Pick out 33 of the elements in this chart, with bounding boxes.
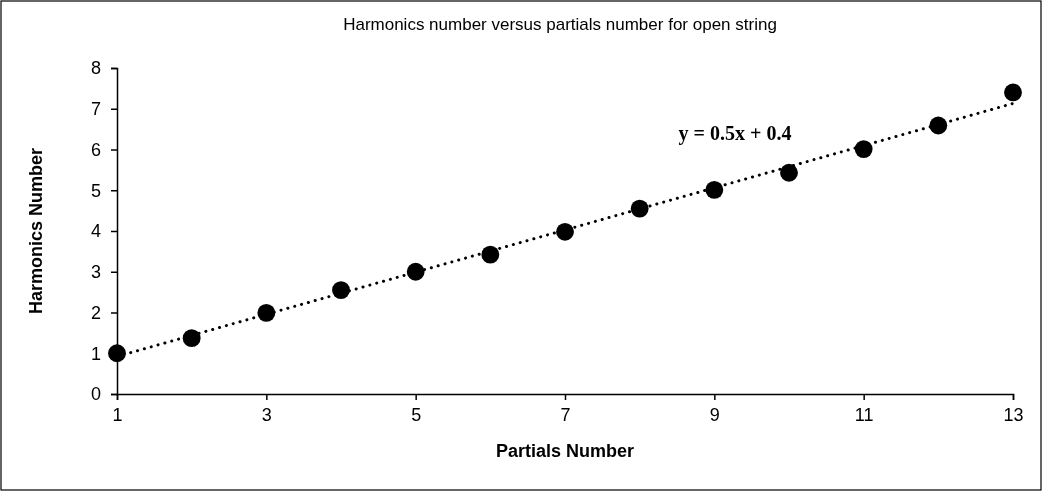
x-tick-label: 1 [112,404,123,425]
x-tick-label: 3 [261,404,272,425]
x-tick-label: 11 [854,404,874,425]
x-tick-label: 13 [1003,404,1024,425]
point [780,163,798,182]
y-tick-label: 2 [90,302,101,323]
y-tick-label: 0 [90,384,101,405]
x-tick-label: 7 [560,404,571,425]
x-tick-label: 9 [709,404,720,425]
x-axis-title: Partials Number [495,441,635,461]
y-axis-title: Harmonics Number [26,147,46,315]
y-tick-label: 7 [90,99,101,120]
point [332,281,350,299]
point [257,304,276,322]
y-tick-label: 3 [90,262,101,283]
annotation: y = 0.5x + 0.4 [678,122,792,145]
point [1004,83,1022,102]
point [481,245,500,264]
point [929,116,948,135]
chart-title: Harmonics number versus partials number for open string [343,15,777,34]
point [705,180,724,199]
point [630,199,649,218]
x-tick-label: 5 [411,404,422,425]
point [406,262,425,281]
point [182,329,201,348]
point [108,344,126,363]
y-tick-label: 6 [90,139,101,160]
y-tick-label: 1 [90,343,101,364]
y-tick-label: 4 [90,221,101,242]
point [556,222,574,241]
y-tick-label: 5 [90,180,101,201]
point [854,140,873,158]
y-tick-label: 8 [90,58,101,79]
